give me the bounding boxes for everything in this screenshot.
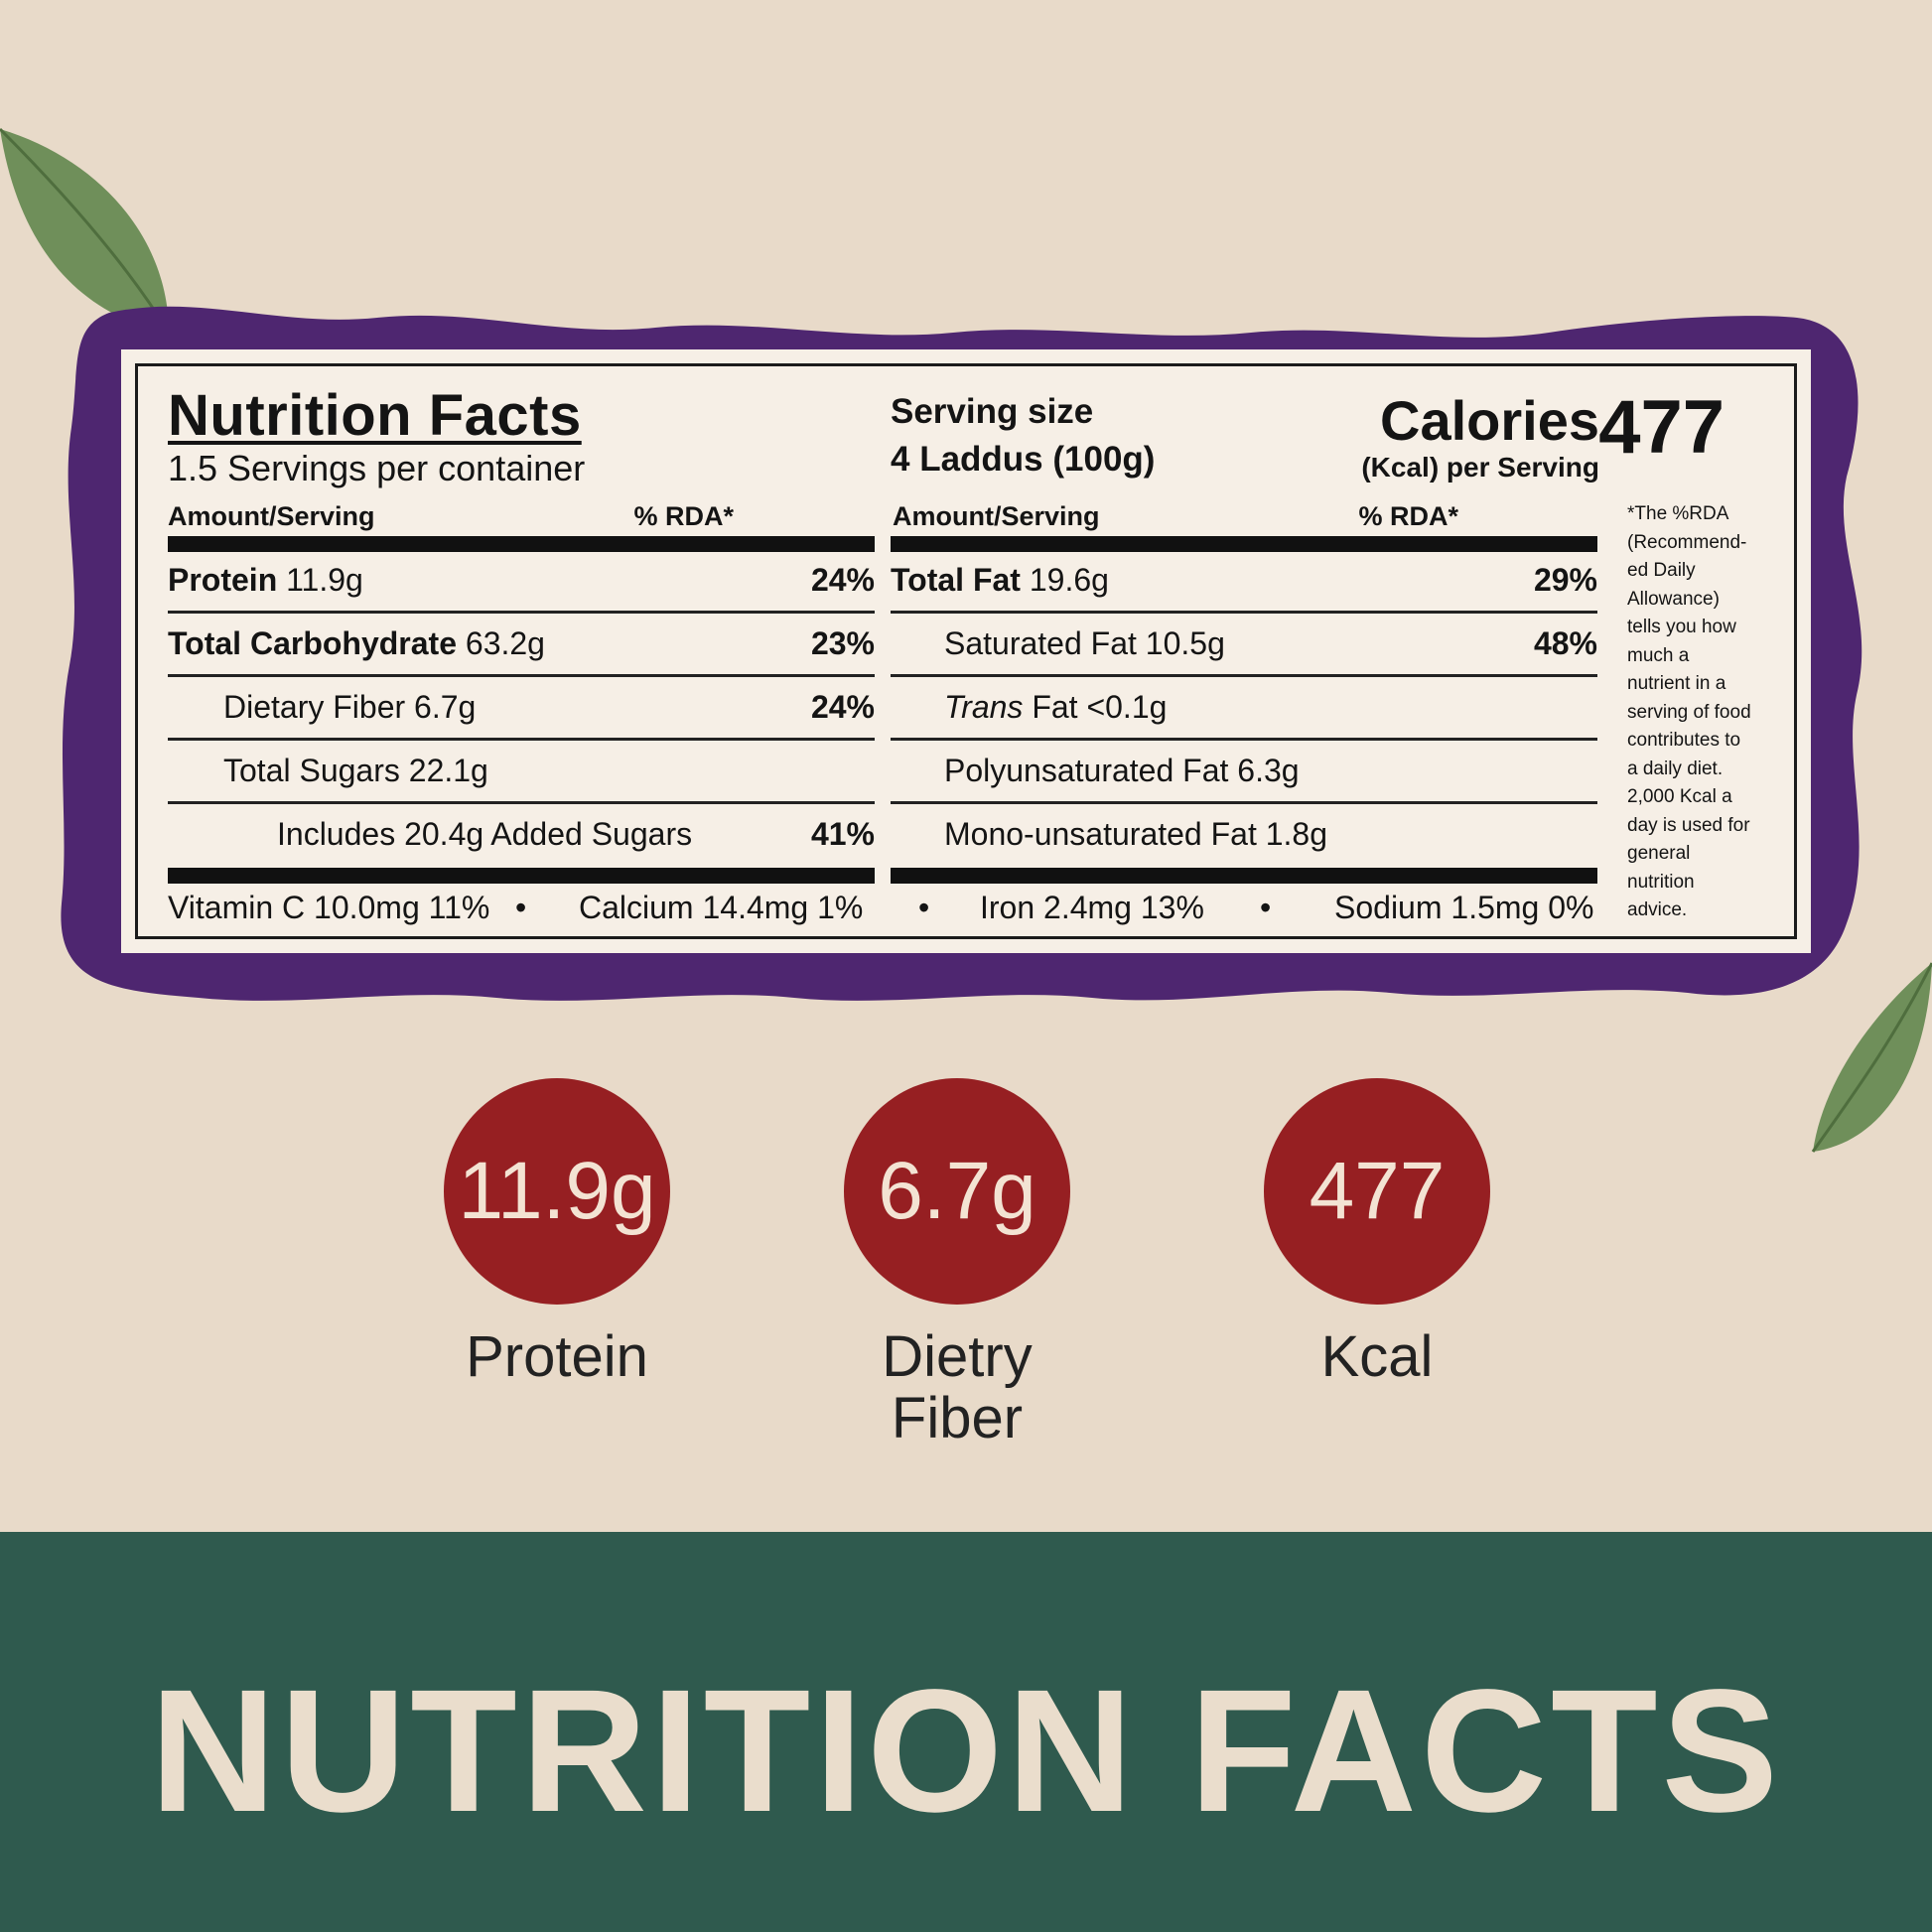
nutrient-row: Includes 20.4g Added Sugars 41% xyxy=(168,804,875,864)
nutrient-pct: 29% xyxy=(1533,562,1597,598)
kcal-badge-label: Kcal xyxy=(1320,1324,1434,1389)
nutrient-row: Saturated Fat 10.5g 48% xyxy=(891,614,1597,673)
right-rda-header: % RDA* xyxy=(1358,501,1458,531)
servings-per-container: 1.5 Servings per container xyxy=(168,448,586,488)
protein-badge: 11.9g xyxy=(444,1078,670,1305)
nutrient-amount: 10.5g xyxy=(1145,625,1225,661)
separator-dot: • xyxy=(918,890,930,925)
nutrient-name: Protein xyxy=(168,562,278,598)
nutrient-amount: 19.6g xyxy=(1029,562,1109,598)
nutrient-name: Total Carbohydrate xyxy=(168,625,457,661)
nutrient-amount: 1.8g xyxy=(1265,816,1328,852)
rda-footnote: *The %RDA (Recommend- ed Daily Allowance… xyxy=(1627,503,1751,920)
kcal-badge: 477 xyxy=(1264,1078,1490,1305)
separator-dot: • xyxy=(1260,890,1272,925)
nutrient-name: Trans xyxy=(944,689,1024,725)
row-divider xyxy=(891,611,1597,614)
separator-dot: • xyxy=(515,890,527,925)
right-amount-header: Amount/Serving xyxy=(893,501,1100,531)
fiber-badge-label: Dietry Fiber xyxy=(882,1324,1033,1450)
nutrient-name: Total Sugars xyxy=(223,753,400,788)
iron-value: Iron 2.4mg 13% xyxy=(980,890,1204,925)
nutrient-amount: 6.3g xyxy=(1237,753,1300,788)
label-title: Nutrition Facts xyxy=(168,383,582,448)
nutrient-name: Mono-unsaturated Fat xyxy=(944,816,1257,852)
leaf-icon xyxy=(1811,962,1932,1153)
row-divider xyxy=(168,801,875,804)
nutrient-row: Total Carbohydrate 63.2g 23% xyxy=(168,614,875,673)
nutrient-name: Polyunsaturated Fat xyxy=(944,753,1229,788)
calories-value: 477 xyxy=(1598,385,1725,470)
nutrient-row: Mono-unsaturated Fat 1.8g xyxy=(891,804,1597,864)
nutrient-pct: 24% xyxy=(810,689,875,725)
nutrient-amount: 22.1g xyxy=(408,753,488,788)
left-rda-header: % RDA* xyxy=(633,501,734,531)
nutrient-row: Total Sugars 22.1g xyxy=(168,741,875,800)
nutrient-pct: 41% xyxy=(810,816,875,852)
row-divider xyxy=(168,674,875,677)
nutrient-row: Polyunsaturated Fat 6.3g xyxy=(891,741,1597,800)
micro-divider-left xyxy=(168,868,875,884)
left-amount-header: Amount/Serving xyxy=(168,501,375,531)
nutrient-name: Dietary Fiber xyxy=(223,689,406,725)
protein-badge-label: Protein xyxy=(466,1324,648,1389)
header-divider-left xyxy=(168,536,875,552)
nutrient-pct: 48% xyxy=(1533,625,1597,661)
calcium-value: Calcium 14.4mg 1% xyxy=(579,890,864,925)
row-divider xyxy=(168,738,875,741)
micro-divider-right xyxy=(891,868,1597,884)
nutrient-row: Trans Fat <0.1g xyxy=(891,677,1597,737)
nutrition-label: Nutrition Facts 1.5 Servings per contain… xyxy=(121,349,1811,953)
row-divider xyxy=(891,801,1597,804)
nutrient-pct: 24% xyxy=(810,562,875,598)
nutrient-pct: 23% xyxy=(810,625,875,661)
row-divider xyxy=(891,674,1597,677)
bottom-banner: NUTRITION FACTS xyxy=(0,1532,1932,1932)
calories-sub-label: (Kcal) per Serving xyxy=(1361,452,1599,483)
serving-size-value: 4 Laddus (100g) xyxy=(891,440,1156,479)
nutrient-row: Total Fat 19.6g 29% xyxy=(891,550,1597,610)
banner-title: NUTRITION FACTS xyxy=(150,1654,1782,1849)
nutrient-amount: 11.9g xyxy=(286,562,363,598)
nutrition-label-border: Nutrition Facts 1.5 Servings per contain… xyxy=(135,363,1797,939)
nutrient-row: Dietary Fiber 6.7g 24% xyxy=(168,677,875,737)
nutrient-amount: Fat <0.1g xyxy=(1032,689,1168,725)
row-divider xyxy=(891,738,1597,741)
fiber-badge: 6.7g xyxy=(844,1078,1070,1305)
nutrient-row: Protein 11.9g 24% xyxy=(168,550,875,610)
row-divider xyxy=(168,611,875,614)
nutrient-name: Includes 20.4g Added Sugars xyxy=(277,816,693,852)
nutrient-amount: 6.7g xyxy=(414,689,477,725)
serving-size-label: Serving size xyxy=(891,392,1094,431)
header-divider-right xyxy=(891,536,1597,552)
nutrient-amount: 63.2g xyxy=(465,625,545,661)
calories-label: Calories xyxy=(1380,389,1599,452)
sodium-value: Sodium 1.5mg 0% xyxy=(1334,890,1594,925)
vitamin-c-value: Vitamin C 10.0mg 11% xyxy=(168,890,490,925)
nutrient-name: Total Fat xyxy=(891,562,1021,598)
nutrient-name: Saturated Fat xyxy=(944,625,1137,661)
